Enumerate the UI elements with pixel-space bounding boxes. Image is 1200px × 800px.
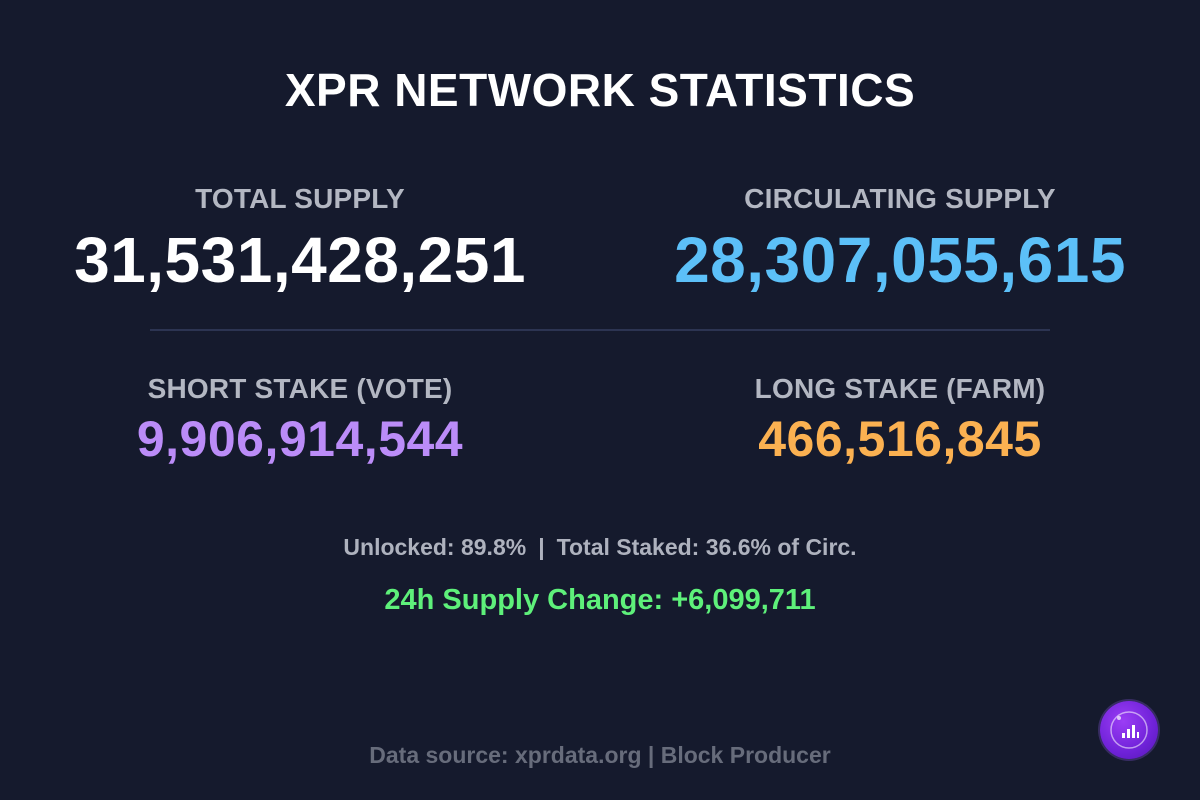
page-title: XPR NETWORK STATISTICS xyxy=(284,64,916,116)
ratio-summary: Unlocked: 89.8% | Total Staked: 36.6% of C… xyxy=(0,532,1200,562)
data-source-footer: Data source: xprdata.org | Block Produce… xyxy=(369,742,831,768)
unlocked-ratio: Unlocked: 89.8% xyxy=(343,534,527,560)
stat-long-stake: LONG STAKE (FARM) 466,516,845 xyxy=(650,372,1150,470)
long-stake-label: LONG STAKE (FARM) xyxy=(754,373,1046,404)
circulating-supply-label: CIRCULATING SUPPLY xyxy=(744,183,1056,214)
short-stake-label: SHORT STAKE (VOTE) xyxy=(147,373,453,404)
supply-change: 24h Supply Change: +6,099,711 xyxy=(384,584,816,616)
stat-short-stake: SHORT STAKE (VOTE) 9,906,914,544 xyxy=(50,372,550,470)
total-staked-ratio: Total Staked: 36.6% of Circ. xyxy=(556,534,857,560)
total-supply-label: TOTAL SUPPLY xyxy=(195,183,405,214)
short-stake-value: 9,906,914,544 xyxy=(136,411,464,467)
divider xyxy=(150,329,1050,331)
circulating-supply-value: 28,307,055,615 xyxy=(674,224,1126,296)
total-supply-value: 31,531,428,251 xyxy=(74,224,526,296)
long-stake-value: 466,516,845 xyxy=(758,411,1042,467)
bar-chart-icon[interactable] xyxy=(1100,701,1158,759)
stat-circulating-supply: CIRCULATING SUPPLY 28,307,055,615 xyxy=(650,182,1150,300)
stat-total-supply: TOTAL SUPPLY 31,531,428,251 xyxy=(50,182,550,300)
ratio-separator: | xyxy=(538,534,545,560)
